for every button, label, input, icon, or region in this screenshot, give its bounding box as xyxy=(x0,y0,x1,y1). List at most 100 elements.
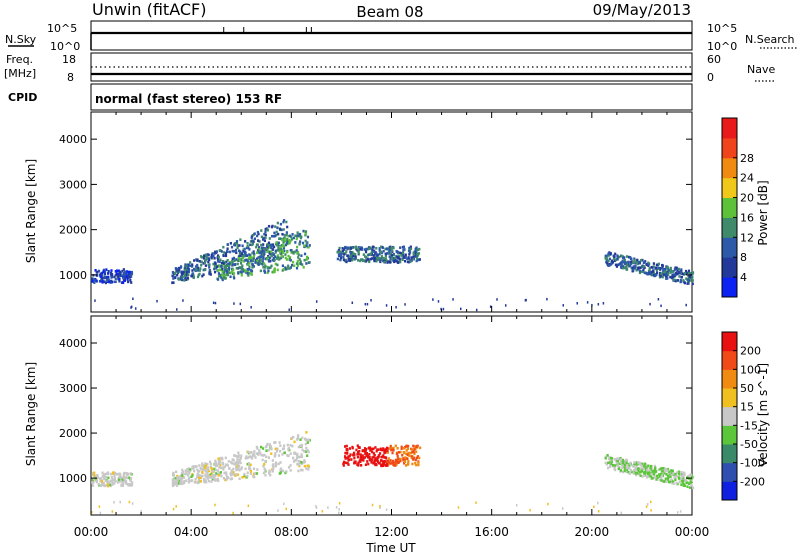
range-cell xyxy=(205,253,208,257)
range-cell xyxy=(279,461,282,464)
range-cell xyxy=(247,256,251,260)
range-cell xyxy=(617,458,620,461)
range-cell xyxy=(91,481,94,484)
range-cell xyxy=(128,500,131,504)
range-cell xyxy=(336,257,339,261)
colorbar-segment xyxy=(722,369,737,389)
range-cell xyxy=(258,246,261,249)
range-cell xyxy=(668,472,672,476)
range-cell xyxy=(218,249,221,252)
range-cell xyxy=(651,272,654,275)
range-cell xyxy=(385,446,389,450)
range-cell xyxy=(204,479,207,482)
range-cell xyxy=(197,470,200,473)
range-cell xyxy=(199,476,203,479)
range-cell xyxy=(306,255,309,259)
range-cell xyxy=(285,258,289,261)
range-cell xyxy=(250,256,253,259)
range-cell xyxy=(364,248,367,251)
range-cell xyxy=(246,267,249,271)
nsky-panel xyxy=(90,20,693,51)
range-cell xyxy=(631,261,635,264)
range-cell xyxy=(248,265,251,269)
range-cell xyxy=(228,250,231,254)
range-cell xyxy=(628,466,631,470)
range-cell xyxy=(297,434,300,437)
range-cell xyxy=(287,254,290,258)
range-cell xyxy=(385,508,388,511)
range-cell xyxy=(224,254,228,258)
range-cell xyxy=(632,468,636,472)
range-cell xyxy=(680,470,683,474)
range-cell xyxy=(272,234,276,238)
range-cell xyxy=(219,268,222,272)
range-cell xyxy=(608,457,611,461)
range-cell xyxy=(279,252,283,256)
range-cell xyxy=(392,448,395,452)
range-cell xyxy=(290,263,294,267)
range-cell xyxy=(620,458,623,461)
range-cell xyxy=(612,257,616,260)
range-cell xyxy=(253,232,256,235)
range-cell xyxy=(666,467,670,471)
range-cell xyxy=(217,272,221,275)
range-cell xyxy=(127,483,130,487)
range-cell xyxy=(623,461,626,465)
range-cell xyxy=(234,241,237,245)
range-cell xyxy=(113,280,116,284)
range-cell xyxy=(349,247,353,250)
range-cell xyxy=(276,221,279,225)
range-cell xyxy=(347,255,350,259)
range-cell xyxy=(228,266,231,270)
range-cell xyxy=(352,246,355,249)
range-cell xyxy=(605,257,609,260)
range-cell xyxy=(246,474,249,478)
range-cell xyxy=(260,243,263,247)
range-cell xyxy=(98,505,101,508)
range-cell xyxy=(662,466,665,470)
range-cell xyxy=(221,270,224,274)
x-tick-label: 00:00 xyxy=(675,525,710,539)
range-cell xyxy=(597,501,599,505)
range-cell xyxy=(177,480,180,484)
range-cell xyxy=(364,250,368,254)
range-cell xyxy=(121,269,124,273)
range-cell xyxy=(296,251,299,255)
range-cell xyxy=(270,264,273,268)
range-cell xyxy=(200,255,203,258)
range-cell xyxy=(624,261,627,265)
range-cell xyxy=(91,278,94,281)
range-cell xyxy=(283,502,285,506)
range-cell xyxy=(198,260,201,263)
range-cell xyxy=(301,436,304,440)
range-cell xyxy=(109,272,113,276)
range-cell xyxy=(632,472,635,475)
colorbar-segment xyxy=(722,462,737,482)
range-cell xyxy=(269,244,272,247)
range-cell xyxy=(126,278,129,281)
range-cell xyxy=(256,230,260,234)
range-cell xyxy=(621,459,624,463)
range-cell xyxy=(674,472,677,476)
range-cell xyxy=(212,262,215,266)
range-cell xyxy=(214,463,217,467)
range-cell xyxy=(648,268,651,272)
range-cell xyxy=(251,259,255,263)
range-cell xyxy=(409,260,412,263)
range-cell xyxy=(306,241,309,244)
range-cell xyxy=(239,461,242,465)
range-cell xyxy=(617,263,620,267)
range-cell xyxy=(415,445,418,449)
range-cell xyxy=(213,267,216,271)
range-cell xyxy=(299,240,302,243)
range-cell xyxy=(406,453,409,457)
range-cell xyxy=(288,308,290,312)
range-cell xyxy=(251,239,254,243)
range-cell xyxy=(213,270,217,274)
range-cell xyxy=(262,471,266,475)
range-cell xyxy=(227,460,230,463)
range-cell xyxy=(212,254,215,258)
range-cell xyxy=(412,458,415,461)
range-cell xyxy=(281,232,284,236)
range-cell xyxy=(622,463,625,467)
